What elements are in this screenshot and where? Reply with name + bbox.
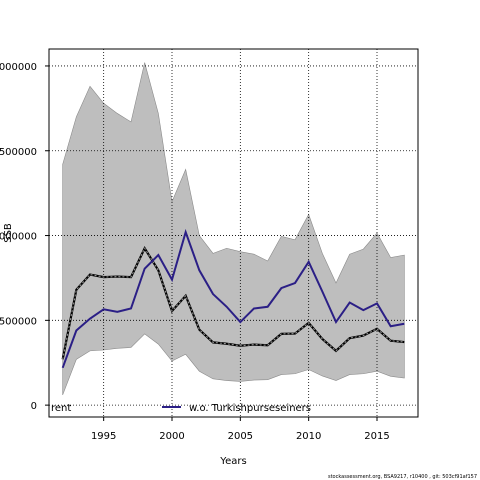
- y-tick-label: 500000: [0, 316, 37, 327]
- legend: rent w.o. Turkishpurseseiners: [51, 403, 311, 414]
- series-lines: [61, 228, 405, 369]
- x-tick-label: 2015: [364, 431, 389, 442]
- y-tick-label: 1000000: [0, 232, 37, 243]
- y-axis-label: SSB: [3, 223, 14, 243]
- plot-frame: [48, 48, 419, 418]
- series-line-0-dash: [62, 247, 405, 360]
- confidence-band: [62, 62, 405, 396]
- legend-label-1: w.o. Turkishpurseseiners: [189, 403, 311, 414]
- band-area: [62, 62, 405, 396]
- y-tick-label: 1500000: [0, 147, 37, 158]
- series-line-1: [61, 228, 405, 369]
- legend-label-0: rent: [51, 403, 71, 414]
- x-tick-label: 2005: [228, 431, 253, 442]
- x-tick-label: 2000: [159, 431, 184, 442]
- x-axis: 1995 2000 2005 2010 2015: [91, 417, 390, 442]
- y-tick-label: 2000000: [0, 62, 37, 73]
- x-axis-label: Years: [219, 456, 246, 467]
- grid: [49, 49, 418, 417]
- footer-caption: stockassessment.org, BSA9217, r10400 , g…: [328, 474, 477, 480]
- x-tick-label: 2010: [296, 431, 321, 442]
- y-tick-label: 0: [31, 401, 37, 412]
- y-axis: 0 500000 1000000 1500000 2000000: [0, 62, 49, 412]
- x-tick-label: 1995: [91, 431, 116, 442]
